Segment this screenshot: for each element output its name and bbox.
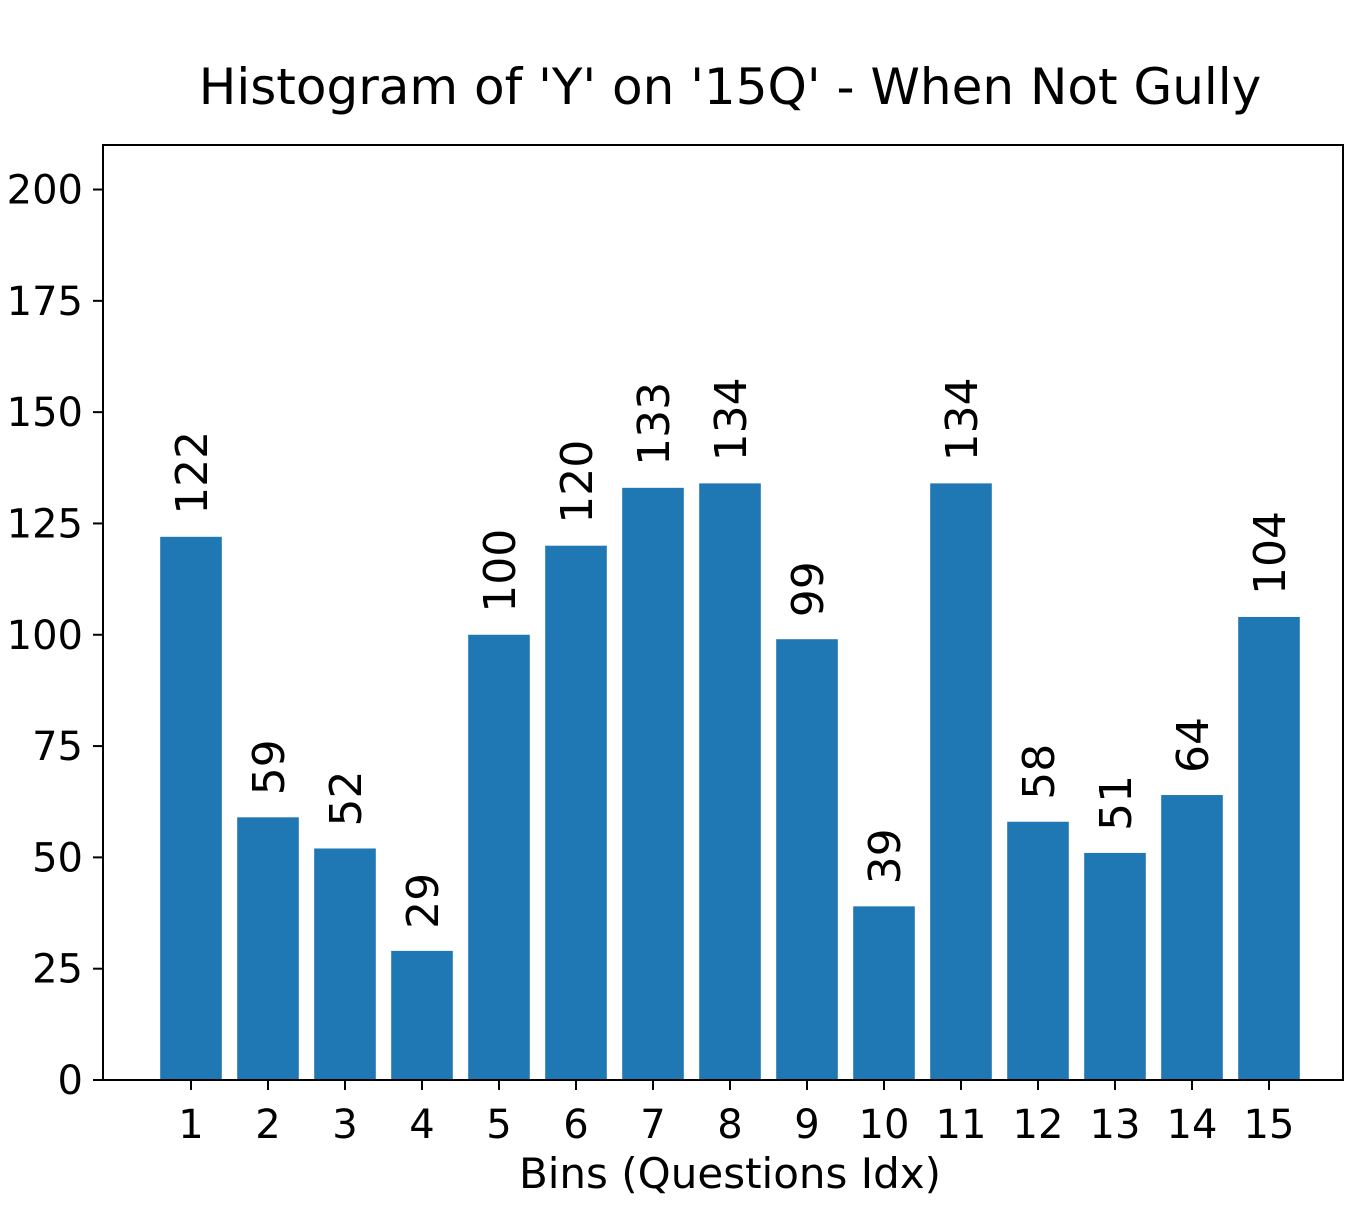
y-tick-label: 100 — [7, 613, 83, 659]
x-tick-label: 8 — [717, 1102, 742, 1148]
y-tick-label: 50 — [32, 835, 83, 881]
x-tick-label: 5 — [486, 1102, 511, 1148]
bar — [314, 848, 376, 1080]
value-label: 58 — [1014, 744, 1065, 800]
value-label: 64 — [1168, 717, 1219, 773]
x-tick-label: 1 — [178, 1102, 203, 1148]
y-tick-label: 25 — [32, 947, 83, 993]
bar — [1161, 795, 1223, 1080]
x-tick-label: 15 — [1244, 1102, 1295, 1148]
x-tick-label: 11 — [936, 1102, 987, 1148]
y-tick-label: 175 — [7, 279, 83, 325]
y-tick-label: 150 — [7, 390, 83, 436]
x-tick-label: 14 — [1167, 1102, 1218, 1148]
value-label: 99 — [783, 561, 834, 617]
value-label: 104 — [1245, 511, 1296, 595]
y-tick-label: 0 — [58, 1058, 83, 1104]
value-label: 59 — [244, 739, 295, 795]
bar — [391, 950, 453, 1080]
x-tick-label: 3 — [332, 1102, 357, 1148]
value-label: 122 — [167, 431, 218, 515]
value-label: 100 — [475, 529, 526, 613]
x-tick-label: 13 — [1090, 1102, 1141, 1148]
bar — [1238, 616, 1300, 1080]
y-tick-label: 125 — [7, 501, 83, 547]
y-tick-label: 200 — [7, 168, 83, 214]
x-tick-label: 4 — [409, 1102, 434, 1148]
plot-frame — [102, 144, 1344, 1081]
bar — [930, 483, 992, 1080]
x-tick-label: 9 — [794, 1102, 819, 1148]
bar — [776, 639, 838, 1080]
value-label: 120 — [552, 440, 603, 524]
value-label: 52 — [321, 770, 372, 826]
x-tick-label: 6 — [563, 1102, 588, 1148]
x-axis-label: Bins (Questions Idx) — [519, 1149, 941, 1198]
bar — [1084, 852, 1146, 1080]
y-tick-label: 75 — [32, 724, 83, 770]
x-tick-label: 12 — [1013, 1102, 1064, 1148]
bar — [237, 817, 299, 1080]
value-label: 29 — [398, 873, 449, 929]
bar — [1007, 821, 1069, 1080]
value-label: 39 — [860, 828, 911, 884]
bar — [468, 634, 530, 1080]
bar — [545, 545, 607, 1080]
value-label: 134 — [937, 377, 988, 461]
bar — [699, 483, 761, 1080]
value-label: 133 — [629, 382, 680, 466]
value-label: 134 — [706, 377, 757, 461]
bar — [160, 536, 222, 1080]
chart-title: Histogram of 'Y' on '15Q' - When Not Gul… — [199, 58, 1262, 116]
x-tick-label: 10 — [859, 1102, 910, 1148]
value-label: 51 — [1091, 775, 1142, 831]
x-tick-label: 7 — [640, 1102, 665, 1148]
bar — [622, 487, 684, 1080]
x-tick-label: 2 — [255, 1102, 280, 1148]
bar — [853, 906, 915, 1080]
